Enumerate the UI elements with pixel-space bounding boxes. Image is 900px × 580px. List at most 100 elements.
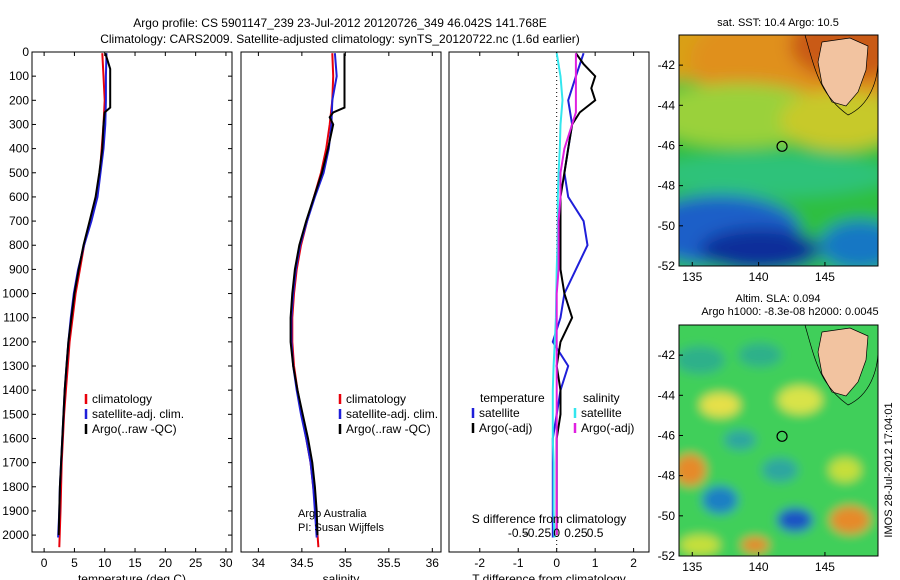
x-tick-label: 140	[749, 270, 769, 284]
x-tick-label: 0	[41, 556, 48, 570]
sst-map-frame	[678, 34, 879, 267]
x-tick-label: 15	[128, 556, 142, 570]
y-tick-label: 400	[9, 142, 29, 156]
temperature-axes-frame	[31, 51, 233, 553]
s-tick-label: -0.25	[524, 526, 552, 540]
figure-title-line2: Climatology: CARS2009. Satellite-adjuste…	[100, 32, 580, 46]
sla-map-frame	[678, 324, 879, 557]
sla-map-subtitle: Argo h1000: -8.3e-08 h2000: 0.0045	[701, 306, 878, 318]
y-tick-label: 1500	[2, 407, 29, 421]
x-tick-label: 34	[252, 556, 266, 570]
sla-field	[679, 325, 878, 556]
x-tick-label: 20	[159, 556, 173, 570]
x-tick-label: -2	[474, 556, 485, 570]
legend-label: climatology	[346, 392, 406, 406]
legend-label: climatology	[92, 392, 152, 406]
x-tick-label: -1	[513, 556, 524, 570]
x-tick-label: 10	[98, 556, 112, 570]
figure-title-line1: Argo profile: CS 5901147_239 23-Jul-2012…	[133, 16, 546, 30]
difference-xlabel: T difference from climatology	[472, 572, 626, 580]
s-tick-label: 0	[553, 526, 560, 540]
y-tick-label: 1200	[2, 335, 29, 349]
y-tick-label: 1800	[2, 480, 29, 494]
x-tick-label: 30	[219, 556, 233, 570]
sst-map: sat. SST: 10.4 Argo: 10.5 135 140 145 -42 -4…	[658, 17, 879, 284]
credit-text: Argo Australia	[298, 508, 367, 520]
y-tick-label: -42	[658, 58, 676, 72]
difference-xlabel-top: S difference from climatology	[472, 512, 627, 526]
x-tick-label: 2	[630, 556, 637, 570]
legend-label: Argo(..raw -QC)	[346, 422, 431, 436]
y-tick-label: -46	[658, 428, 676, 442]
temperature-xlabel: temperature (deg C)	[78, 572, 186, 580]
y-tick-label: -42	[658, 348, 676, 362]
y-tick-label: -48	[658, 179, 676, 193]
legend-heading-temperature: temperature	[480, 391, 545, 405]
x-tick-label: 145	[815, 560, 835, 574]
salinity-xlabel: salinity	[323, 572, 360, 580]
series-line-argo-raw-qc-	[289, 53, 346, 536]
y-tick-label: 1300	[2, 359, 29, 373]
x-tick-label: 25	[189, 556, 203, 570]
series-line-temperature-argo-adj-	[555, 52, 597, 536]
y-tick-label: 2000	[2, 528, 29, 542]
x-tick-label: 34.5	[290, 556, 314, 570]
y-tick-label: 0	[22, 45, 29, 59]
s-tick-label: 0.25	[564, 526, 588, 540]
y-tick-label: -52	[658, 259, 676, 273]
y-tick-label: 1600	[2, 431, 29, 445]
series-line-temperature-satellite	[551, 52, 589, 538]
x-tick-label: 0	[553, 556, 560, 570]
x-tick-label: 36	[426, 556, 440, 570]
y-tick-label: 1400	[2, 383, 29, 397]
y-tick-label: 600	[9, 190, 29, 204]
x-tick-label: 5	[71, 556, 78, 570]
y-tick-label: 500	[9, 166, 29, 180]
x-tick-label: 140	[749, 560, 769, 574]
y-tick-label: -46	[658, 138, 676, 152]
x-tick-label: 1	[592, 556, 599, 570]
legend-label: satellite	[581, 406, 622, 420]
y-tick-label: 1900	[2, 504, 29, 518]
temperature-panel: 0 5 10 15 20 25 300100200300400500600700800900…	[2, 45, 233, 580]
y-tick-label: 200	[9, 93, 29, 107]
y-tick-label: -52	[658, 549, 676, 563]
legend-label: satellite	[479, 406, 520, 420]
y-tick-label: 300	[9, 117, 29, 131]
legend-heading-salinity: salinity	[583, 391, 620, 405]
s-tick-label: 0.5	[587, 526, 604, 540]
y-tick-label: 1100	[3, 311, 29, 325]
legend-label: Argo(..raw -QC)	[92, 422, 177, 436]
legend-label: satellite-adj. clim.	[346, 407, 438, 421]
y-tick-label: 1700	[2, 456, 29, 470]
y-tick-label: 100	[9, 69, 29, 83]
y-tick-label: -50	[658, 509, 676, 523]
y-tick-label: -44	[658, 98, 676, 112]
legend-label: Argo(-adj)	[479, 421, 532, 435]
sla-map-title: Altim. SLA: 0.094	[736, 293, 821, 305]
y-tick-label: 700	[9, 214, 29, 228]
salinity-panel: 34 34.5 35 35.5 36 salinity climatologysatelli…	[240, 51, 442, 580]
series-line-salinity-argo-adj-	[555, 53, 577, 536]
imos-stamp: IMOS 28-Jul-2012 17:04:01	[883, 402, 895, 537]
salinity-axes-frame	[240, 51, 442, 553]
sst-map-title: sat. SST: 10.4 Argo: 10.5	[717, 17, 839, 29]
legend-label: satellite-adj. clim.	[92, 407, 184, 421]
series-line-climatology	[58, 53, 106, 548]
y-tick-label: 1000	[2, 287, 29, 301]
pi-text: PI: Susan Wijffels	[298, 522, 384, 534]
y-tick-label: 900	[9, 262, 29, 276]
difference-axes-frame	[448, 51, 650, 553]
x-tick-label: 135	[682, 560, 702, 574]
y-tick-label: -44	[658, 388, 676, 402]
argo-location-marker	[776, 430, 788, 442]
y-tick-label: -50	[658, 219, 676, 233]
series-line-argo-raw-qc-	[57, 52, 112, 536]
series-line-satellite-adj-clim-	[57, 53, 108, 538]
legend-label: Argo(-adj)	[581, 421, 634, 435]
x-tick-label: 35	[339, 556, 353, 570]
sla-map: Altim. SLA: 0.094 Argo h1000: -8.3e-08 h…	[658, 293, 879, 574]
x-tick-label: 135	[682, 270, 702, 284]
argo-location-marker	[776, 140, 788, 152]
